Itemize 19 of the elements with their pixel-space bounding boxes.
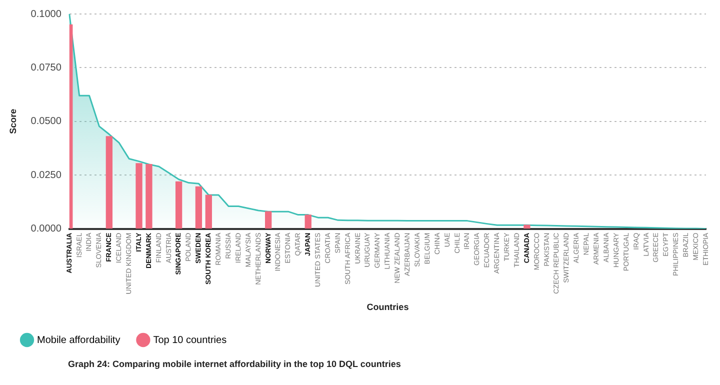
bar	[136, 163, 142, 229]
bar	[175, 181, 182, 229]
y-tick-label: 0.1000	[30, 8, 62, 20]
legend-label: Top 10 countries	[153, 334, 227, 346]
bar	[195, 186, 202, 229]
y-axis-title: Score	[8, 108, 18, 134]
y-tick-label: 0.0000	[30, 224, 62, 235]
x-axis-title: Countries	[366, 302, 409, 312]
bar	[146, 164, 152, 229]
y-tick-label: 0.0250	[30, 170, 62, 181]
caption: Graph 24: Comparing mobile internet affordability in the top 10 DQL countries	[67, 358, 402, 369]
legend-label: Mobile affordability	[37, 334, 120, 346]
y-tick-label: 0.0500	[30, 116, 62, 128]
bar	[304, 214, 312, 229]
y-tick-label: 0.0750	[30, 62, 62, 74]
bar	[106, 136, 113, 229]
bar	[205, 194, 212, 229]
bar	[265, 211, 272, 229]
bar	[524, 224, 530, 229]
